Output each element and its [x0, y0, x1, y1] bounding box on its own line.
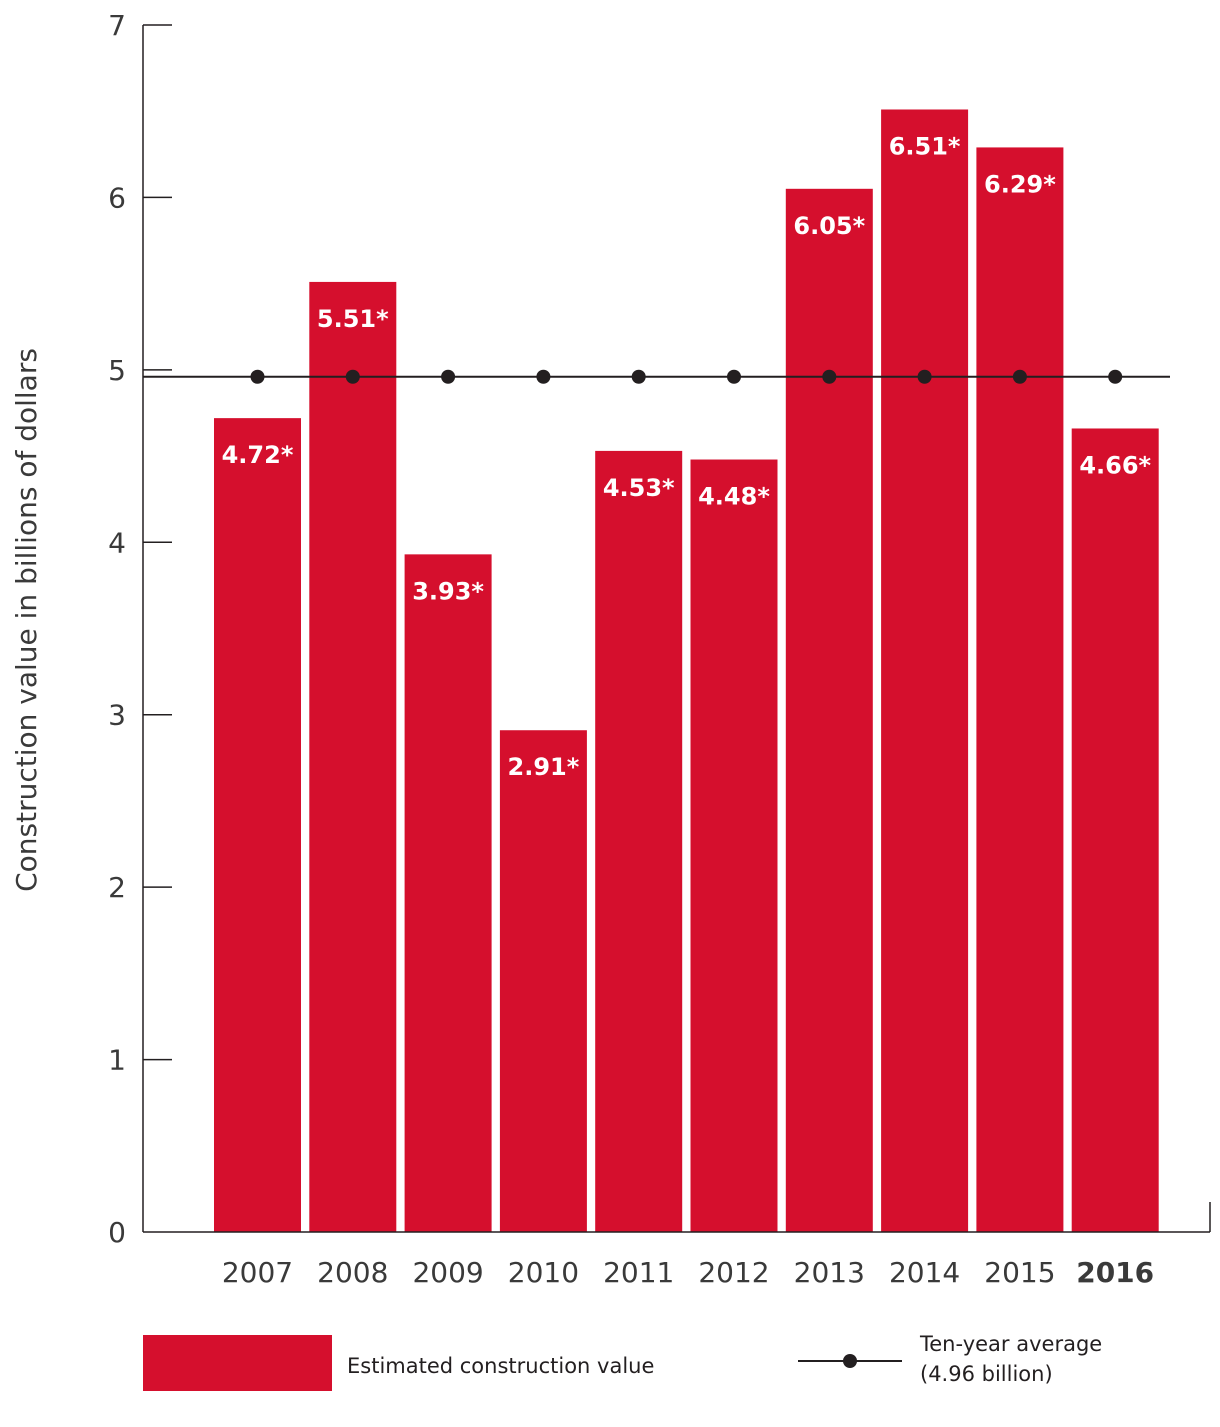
bar-2014 [881, 109, 969, 1233]
bar-value-label-2015: 6.29* [984, 170, 1056, 198]
x-tick-label-2007: 2007 [222, 1256, 293, 1289]
bar-value-label-2008: 5.51* [317, 305, 389, 333]
y-tick-label-2: 2 [108, 871, 126, 904]
average-marker-2016 [1108, 369, 1123, 384]
bar-2015 [976, 147, 1064, 1232]
legend-label-average-detail: (4.96 billion) [920, 1362, 1053, 1386]
bars: 4.72* 5.51* 3.93* 2.91* 4.53* 4.48* 6.05* 6.51*… [214, 109, 1159, 1233]
average-marker-2013 [822, 369, 837, 384]
x-tick-label-2010: 2010 [508, 1256, 579, 1289]
average-marker-2012 [727, 369, 741, 384]
x-tick-label-2015: 2015 [984, 1256, 1055, 1289]
average-marker-2008 [345, 369, 360, 384]
average-marker-2011 [631, 369, 646, 384]
bar-value-label-2009: 3.93* [412, 577, 484, 605]
x-tick-label-2011: 2011 [603, 1256, 674, 1289]
bar-value-label-2013: 6.05* [793, 212, 865, 240]
y-axis: 0 1 2 3 4 5 6 7 [108, 9, 172, 1249]
y-tick-label-0: 0 [108, 1216, 126, 1249]
bar-2008 [309, 281, 397, 1232]
bar-2012 [690, 459, 778, 1232]
x-tick-label-2008: 2008 [317, 1256, 388, 1289]
y-tick-label-1: 1 [108, 1044, 126, 1077]
average-marker-2007 [250, 369, 265, 384]
bar-2013 [785, 188, 873, 1233]
bar-2011 [595, 450, 683, 1232]
bar-value-label-2016: 4.66* [1079, 451, 1151, 479]
y-tick-label-5: 5 [108, 354, 126, 387]
bar-2016 [1071, 428, 1159, 1232]
legend-label-estimated: Estimated construction value [347, 1354, 654, 1378]
legend-dot-average [843, 1354, 857, 1368]
x-tick-label-2012: 2012 [698, 1256, 769, 1289]
bar-2007 [214, 418, 301, 1232]
x-tick-label-2014: 2014 [889, 1256, 960, 1289]
x-tick-label-2016: 2016 [1076, 1256, 1154, 1289]
average-marker-2014 [917, 369, 932, 384]
x-axis-labels: 2007 2008 2009 2010 2011 2012 2013 2014 2015 2016 [222, 1256, 1154, 1289]
average-line [143, 369, 1170, 384]
average-marker-2009 [441, 369, 456, 384]
legend-label-average: Ten-year average [919, 1332, 1102, 1356]
y-tick-label-6: 6 [108, 181, 126, 214]
bar-2010 [499, 730, 587, 1232]
legend-swatch-estimated [143, 1335, 332, 1391]
y-tick-label-4: 4 [108, 526, 126, 559]
average-marker-2015 [1012, 369, 1027, 384]
y-tick-label-3: 3 [108, 699, 126, 732]
y-tick-label-7: 7 [108, 9, 126, 42]
bar-value-label-2014: 6.51* [889, 132, 961, 160]
x-tick-label-2013: 2013 [794, 1256, 865, 1289]
bar-2009 [404, 554, 492, 1232]
bar-value-label-2012: 4.48* [698, 483, 770, 511]
bar-value-label-2007: 4.72* [222, 441, 294, 469]
average-marker-2010 [536, 369, 551, 384]
bar-value-label-2010: 2.91* [508, 753, 580, 781]
bar-value-label-2011: 4.53* [603, 474, 675, 502]
x-tick-label-2009: 2009 [412, 1256, 483, 1289]
legend: Estimated construction value Ten-year av… [143, 1332, 1102, 1391]
y-axis-title: Construction value in billions of dollar… [10, 348, 43, 892]
